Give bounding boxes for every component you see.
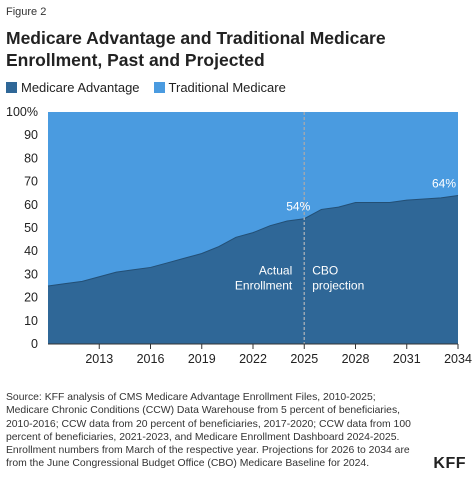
source-note: Source: KFF analysis of CMS Medicare Adv… (6, 392, 411, 470)
legend-item-medicare-advantage: Medicare Advantage (6, 80, 140, 95)
y-tick-label: 70 (24, 175, 38, 189)
area-medicare-advantage (48, 195, 458, 344)
y-tick-label: 80 (24, 151, 38, 165)
legend-swatch-medicare-advantage (6, 82, 17, 93)
legend: Medicare Advantage Traditional Medicare (6, 80, 300, 95)
kff-logo: KFF (433, 455, 466, 472)
annotation-cbo-projection: projection (312, 278, 364, 292)
y-tick-label: 10 (24, 314, 38, 328)
x-tick-label: 2016 (137, 352, 165, 366)
y-tick-label: 40 (24, 244, 38, 258)
y-tick-label: 0 (31, 337, 38, 351)
y-tick-label: 90 (24, 128, 38, 142)
legend-item-traditional-medicare: Traditional Medicare (153, 80, 286, 95)
x-tick-label: 2013 (85, 352, 113, 366)
area-chart: 0 10 20 30 40 50 60 70 80 90 100% 2013 2016 2019 2022 2… (6, 105, 472, 366)
legend-label-traditional-medicare: Traditional Medicare (168, 80, 286, 95)
x-tick-label: 2031 (393, 352, 421, 366)
data-label: 54% (286, 200, 310, 214)
x-tick-label: 2019 (188, 352, 216, 366)
annotation-actual-enrollment: Enrollment (235, 278, 293, 292)
legend-label-medicare-advantage: Medicare Advantage (21, 80, 140, 95)
annotation-actual-enrollment: Actual (259, 263, 292, 277)
x-tick-label: 2034 (444, 352, 472, 366)
data-label: 64% (432, 177, 456, 191)
y-tick-label: 50 (24, 221, 38, 235)
chart-title: Medicare Advantage and Traditional Medic… (6, 28, 386, 70)
area-traditional-medicare (48, 112, 458, 286)
figure-label: Figure 2 (6, 6, 47, 18)
x-tick-label: 2022 (239, 352, 267, 366)
y-tick-label: 60 (24, 198, 38, 212)
series-line-medicare-advantage (47, 195, 459, 287)
y-tick-label: 30 (24, 267, 38, 281)
legend-swatch-traditional-medicare (153, 82, 165, 93)
y-tick-label: 100% (6, 105, 38, 119)
x-tick-label: 2028 (342, 352, 370, 366)
x-tick-label: 2025 (290, 352, 318, 366)
y-tick-label: 20 (24, 291, 38, 305)
annotation-cbo-projection: CBO (312, 263, 338, 277)
